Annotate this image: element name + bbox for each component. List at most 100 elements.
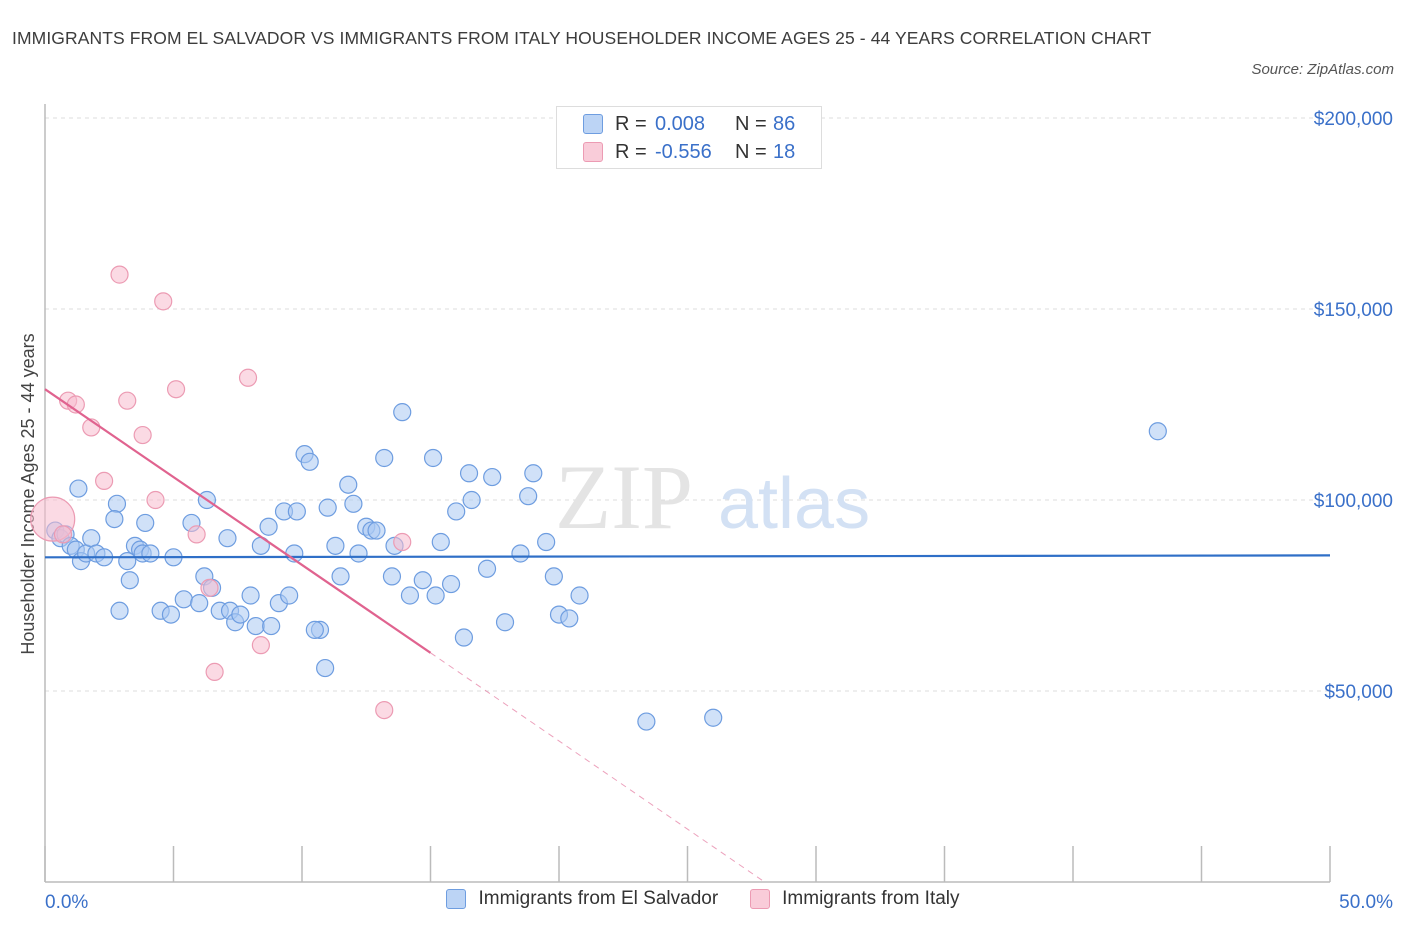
x-tick-labels: 0.0% 50.0% <box>45 892 1393 913</box>
trend-line-italy <box>44 388 432 654</box>
legend-swatch-blue <box>583 114 603 134</box>
x-tick-label: 0.0% <box>45 892 88 913</box>
data-point-el-salvador <box>483 467 502 487</box>
data-point-el-salvador <box>423 448 443 468</box>
data-point-el-salvador <box>519 487 538 506</box>
legend-row-italy: R = -0.556 N = 18 <box>583 140 795 164</box>
trend-line-el-salvador <box>44 554 1331 559</box>
data-point-el-salvador <box>454 628 474 647</box>
data-point-italy <box>187 525 206 544</box>
legend-swatch-pink <box>750 889 771 909</box>
data-point-el-salvador <box>161 605 181 624</box>
data-point-italy <box>146 490 165 510</box>
legend-swatch-pink <box>583 142 603 162</box>
data-point-el-salvador <box>141 544 160 563</box>
data-point-el-salvador <box>477 559 497 578</box>
r-label: R = <box>615 140 647 163</box>
data-point-el-salvador <box>393 403 412 422</box>
data-point-el-salvador <box>459 464 479 483</box>
data-point-el-salvador <box>231 605 250 624</box>
data-point-el-salvador <box>105 509 124 529</box>
series-legend: Immigrants from El Salvador Immigrants f… <box>0 888 1406 910</box>
data-point-el-salvador <box>382 567 402 586</box>
data-point-el-salvador <box>349 544 368 563</box>
data-point-el-salvador <box>331 567 350 586</box>
data-point-italy <box>110 265 129 284</box>
source-label: Source: ZipAtlas.com <box>1251 61 1394 78</box>
legend-swatch-blue <box>446 889 467 909</box>
data-point-italy <box>251 636 270 655</box>
data-point-el-salvador <box>316 658 335 678</box>
data-point-el-salvador <box>344 494 363 513</box>
data-point-el-salvador <box>367 521 386 540</box>
y-tick-label: $150,000 <box>1314 300 1393 321</box>
axes <box>44 104 1331 883</box>
legend-row-el-salvador: R = 0.008 N = 86 <box>583 112 795 136</box>
data-point-el-salvador <box>511 544 530 563</box>
data-point-el-salvador <box>190 594 209 613</box>
y-axis-label-group: Householder Income Ages 25 - 44 years <box>18 333 38 654</box>
grid-lines <box>45 117 1330 692</box>
y-tick-label: $50,000 <box>1324 682 1393 703</box>
n-label: N = <box>735 112 767 135</box>
x-tick-label: 50.0% <box>1339 892 1393 913</box>
data-point-el-salvador <box>524 464 543 483</box>
data-point-el-salvador <box>120 571 139 590</box>
data-point-el-salvador <box>82 529 101 548</box>
correlation-legend: R = 0.008 N = 86 R = -0.556 N = 18 <box>556 106 822 169</box>
data-point-italy <box>95 471 114 490</box>
data-point-italy <box>154 292 173 311</box>
data-point-el-salvador <box>305 620 324 639</box>
data-point-el-salvador <box>218 529 237 548</box>
y-tick-labels: $50,000 $100,000 $150,000 $200,000 <box>1314 109 1393 703</box>
data-point-italy <box>200 578 219 597</box>
data-point-el-salvador <box>375 448 394 468</box>
n-value: 18 <box>773 140 796 163</box>
data-point-el-salvador <box>560 609 579 628</box>
data-point-el-salvador <box>246 616 265 636</box>
legend-label: Immigrants from Italy <box>782 888 960 909</box>
data-point-el-salvador <box>413 571 432 590</box>
watermark-zip: ZIP <box>555 446 693 548</box>
data-point-el-salvador <box>241 586 260 605</box>
r-value: -0.556 <box>655 140 712 163</box>
n-value: 86 <box>773 112 796 135</box>
data-point-italy <box>53 525 73 544</box>
data-point-el-salvador <box>69 479 88 498</box>
data-point-italy <box>238 368 258 387</box>
data-point-el-salvador <box>107 494 127 513</box>
y-axis-label: Householder Income Ages 25 - 44 years <box>18 333 38 654</box>
legend-item-el-salvador: Immigrants from El Salvador <box>446 888 718 910</box>
legend-item-italy: Immigrants from Italy <box>750 888 960 910</box>
data-point-el-salvador <box>441 574 461 594</box>
data-point-el-salvador <box>637 712 656 731</box>
data-point-italy <box>393 532 412 552</box>
data-point-el-salvador <box>426 586 445 605</box>
data-point-el-salvador <box>287 502 306 521</box>
data-point-el-salvador <box>110 601 129 620</box>
data-point-el-salvador <box>544 567 563 586</box>
data-point-el-salvador <box>339 475 358 494</box>
watermark: ZIP atlas <box>555 446 870 548</box>
series-italy <box>30 265 412 720</box>
y-tick-label: $200,000 <box>1314 109 1393 130</box>
data-point-el-salvador <box>259 517 278 536</box>
data-point-el-salvador <box>447 502 466 521</box>
data-point-el-salvador <box>262 616 281 636</box>
data-point-italy <box>118 391 137 410</box>
data-point-el-salvador <box>174 590 193 609</box>
data-point-italy <box>133 425 152 445</box>
trend-lines <box>44 388 1331 883</box>
data-point-el-salvador <box>1148 422 1167 441</box>
trend-line-italy-extension <box>430 652 765 883</box>
data-point-el-salvador <box>431 532 450 552</box>
chart-title: IMMIGRANTS FROM EL SALVADOR VS IMMIGRANT… <box>12 28 1152 48</box>
data-point-el-salvador <box>400 586 420 605</box>
data-point-el-salvador <box>136 513 155 533</box>
n-label: N = <box>735 140 767 163</box>
data-point-el-salvador <box>326 536 345 555</box>
data-point-italy <box>166 380 186 399</box>
data-point-el-salvador <box>462 490 481 510</box>
data-point-el-salvador <box>280 586 299 605</box>
